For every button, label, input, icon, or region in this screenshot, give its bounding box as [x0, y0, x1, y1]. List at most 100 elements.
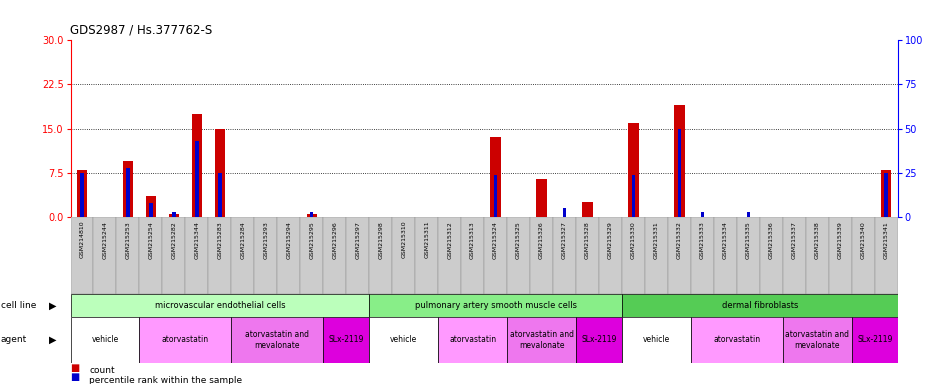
Bar	[678, 129, 682, 217]
Bar	[149, 203, 152, 217]
Text: GSM215253: GSM215253	[125, 221, 131, 258]
Text: ■: ■	[70, 372, 80, 382]
Text: atorvastatin: atorvastatin	[162, 335, 209, 344]
Bar	[163, 217, 185, 294]
Bar	[668, 217, 691, 294]
Text: GSM215344: GSM215344	[195, 221, 199, 259]
Text: GSM215311: GSM215311	[424, 221, 430, 258]
Text: SLx-2119: SLx-2119	[581, 335, 617, 344]
Bar	[760, 217, 783, 294]
Text: GSM215328: GSM215328	[585, 221, 590, 258]
Bar	[214, 129, 225, 217]
Bar	[80, 173, 84, 217]
Text: percentile rank within the sample: percentile rank within the sample	[89, 376, 243, 384]
Text: GSM215313: GSM215313	[470, 221, 475, 258]
Bar	[139, 217, 163, 294]
Bar	[369, 294, 622, 317]
Bar	[507, 217, 530, 294]
Text: atorvastatin and
mevalonate: atorvastatin and mevalonate	[245, 330, 309, 349]
Text: GSM215330: GSM215330	[631, 221, 636, 258]
Bar	[576, 317, 622, 363]
Text: vehicle: vehicle	[643, 335, 670, 344]
Text: GSM215284: GSM215284	[241, 221, 245, 258]
Text: agent: agent	[1, 335, 27, 344]
Bar	[582, 202, 592, 217]
Text: GDS2987 / Hs.377762-S: GDS2987 / Hs.377762-S	[70, 23, 212, 36]
Bar	[369, 217, 392, 294]
Bar	[622, 317, 691, 363]
Bar	[306, 214, 317, 217]
Bar	[70, 294, 369, 317]
Text: GSM215338: GSM215338	[815, 221, 820, 258]
Text: GSM215341: GSM215341	[884, 221, 888, 258]
Text: GSM215332: GSM215332	[677, 221, 682, 259]
Bar	[192, 114, 202, 217]
Bar	[484, 217, 507, 294]
Text: GSM215324: GSM215324	[494, 221, 498, 259]
Bar	[852, 317, 898, 363]
Bar	[185, 217, 209, 294]
Bar	[491, 137, 501, 217]
Text: GSM215329: GSM215329	[608, 221, 613, 259]
Text: GSM215337: GSM215337	[791, 221, 797, 259]
Bar	[168, 214, 179, 217]
Bar	[645, 217, 668, 294]
Bar	[172, 212, 176, 217]
Text: GSM215312: GSM215312	[447, 221, 452, 258]
Bar	[209, 217, 231, 294]
Bar	[622, 294, 898, 317]
Text: GSM215339: GSM215339	[838, 221, 843, 259]
Bar	[93, 217, 117, 294]
Bar	[829, 217, 852, 294]
Bar	[713, 217, 737, 294]
Text: atorvastatin and
mevalonate: atorvastatin and mevalonate	[509, 330, 573, 349]
Text: atorvastatin: atorvastatin	[449, 335, 496, 344]
Bar	[806, 217, 829, 294]
Bar	[746, 212, 750, 217]
Bar	[700, 212, 704, 217]
Bar	[674, 105, 684, 217]
Bar	[392, 217, 415, 294]
Bar	[123, 161, 133, 217]
Text: ▶: ▶	[49, 335, 56, 345]
Text: GSM215293: GSM215293	[263, 221, 268, 259]
Text: GSM215331: GSM215331	[654, 221, 659, 258]
Bar	[737, 217, 760, 294]
Text: vehicle: vehicle	[91, 335, 118, 344]
Bar	[231, 317, 323, 363]
Bar	[691, 217, 713, 294]
Text: GSM214810: GSM214810	[80, 221, 85, 258]
Text: GSM215296: GSM215296	[332, 221, 337, 258]
Bar	[553, 217, 576, 294]
Text: dermal fibroblasts: dermal fibroblasts	[722, 301, 798, 310]
Bar	[875, 217, 898, 294]
Bar	[70, 317, 139, 363]
Bar	[117, 217, 139, 294]
Text: ■: ■	[70, 362, 80, 372]
Bar	[852, 217, 875, 294]
Text: GSM215294: GSM215294	[287, 221, 291, 259]
Text: atorvastatin and
mevalonate: atorvastatin and mevalonate	[785, 330, 849, 349]
Bar	[462, 217, 484, 294]
Bar	[881, 170, 891, 217]
Text: GSM215282: GSM215282	[171, 221, 177, 258]
Bar	[507, 317, 576, 363]
Bar	[146, 196, 156, 217]
Bar	[255, 217, 277, 294]
Bar	[576, 217, 599, 294]
Bar	[196, 141, 198, 217]
Text: GSM215334: GSM215334	[723, 221, 728, 259]
Text: GSM215340: GSM215340	[861, 221, 866, 258]
Bar	[438, 217, 462, 294]
Text: SLx-2119: SLx-2119	[329, 335, 364, 344]
Text: GSM215298: GSM215298	[378, 221, 384, 258]
Bar	[126, 167, 130, 217]
Bar	[885, 173, 888, 217]
Bar	[599, 217, 622, 294]
Text: atorvastatin: atorvastatin	[713, 335, 760, 344]
Text: SLx-2119: SLx-2119	[857, 335, 892, 344]
Text: GSM215335: GSM215335	[745, 221, 751, 258]
Text: GSM215254: GSM215254	[149, 221, 153, 258]
Text: pulmonary artery smooth muscle cells: pulmonary artery smooth muscle cells	[415, 301, 576, 310]
Text: GSM215295: GSM215295	[309, 221, 314, 258]
